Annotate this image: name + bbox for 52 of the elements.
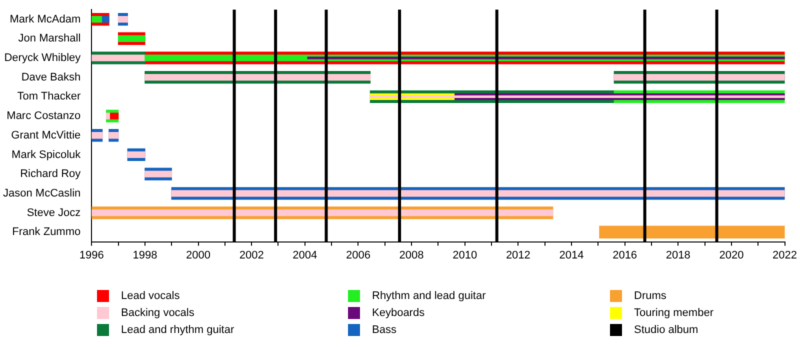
legend-label: Lead and rhythm guitar [121, 324, 234, 336]
x-tick-label: 2004 [292, 249, 318, 262]
bar [144, 74, 371, 81]
legend-label: Drums [634, 290, 666, 302]
x-tick-label: 2012 [506, 249, 530, 262]
bar [144, 170, 172, 178]
y-tick-label: Tom Thacker [17, 90, 81, 103]
x-tick-label: 2010 [452, 249, 478, 262]
y-tick-label: Jason McCaslin [3, 187, 81, 200]
x-tick-label: 2018 [666, 249, 690, 262]
bar [106, 112, 111, 120]
y-tick-label: Dave Baksh [21, 71, 81, 84]
legend-label: Studio album [634, 324, 698, 336]
y-tick-label: Richard Roy [20, 168, 82, 180]
y-tick-label: Jon Marshall [18, 32, 81, 45]
bar [92, 132, 103, 139]
legend-label: Bass [372, 324, 396, 336]
y-tick-label: Marc Costanzo [6, 110, 81, 122]
x-tick-label: 2002 [239, 249, 264, 262]
bar [108, 132, 119, 139]
x-tick-label: 2016 [612, 249, 638, 262]
bar [118, 35, 146, 42]
x-tick-label: 2020 [719, 249, 744, 262]
bar [599, 226, 785, 238]
y-tick-label: Deryck Whibley [4, 52, 82, 64]
y-tick-label: Frank Zummo [12, 226, 81, 238]
y-tick-label: Steve Jocz [26, 206, 81, 219]
x-tick-label: 2000 [186, 249, 211, 262]
y-tick-label: Mark McAdam [10, 13, 81, 26]
y-tick-label: Grant McVittie [11, 129, 81, 142]
bar [127, 151, 146, 158]
legend-label: Lead vocals [121, 290, 180, 302]
bar [92, 54, 146, 62]
legend-label: Keyboards [372, 307, 425, 319]
bar [110, 112, 119, 120]
x-tick-label: 2006 [346, 249, 370, 262]
legend-label: Touring member [634, 307, 714, 319]
bar [614, 74, 785, 81]
bar [92, 209, 554, 216]
legend-label: Backing vocals [121, 307, 194, 319]
bar [171, 190, 785, 197]
y-tick-label: Mark Spicoluk [12, 148, 82, 161]
bar [370, 95, 785, 98]
x-tick-label: 2022 [772, 249, 798, 262]
x-tick-label: 2014 [559, 249, 584, 262]
bar [102, 16, 110, 23]
x-tick-label: 1996 [79, 249, 104, 262]
bar [118, 16, 128, 23]
x-tick-label: 2008 [399, 249, 424, 262]
legend-label: Rhythm and lead guitar [372, 290, 486, 302]
x-tick-label: 1998 [132, 249, 158, 262]
bar [307, 56, 785, 60]
